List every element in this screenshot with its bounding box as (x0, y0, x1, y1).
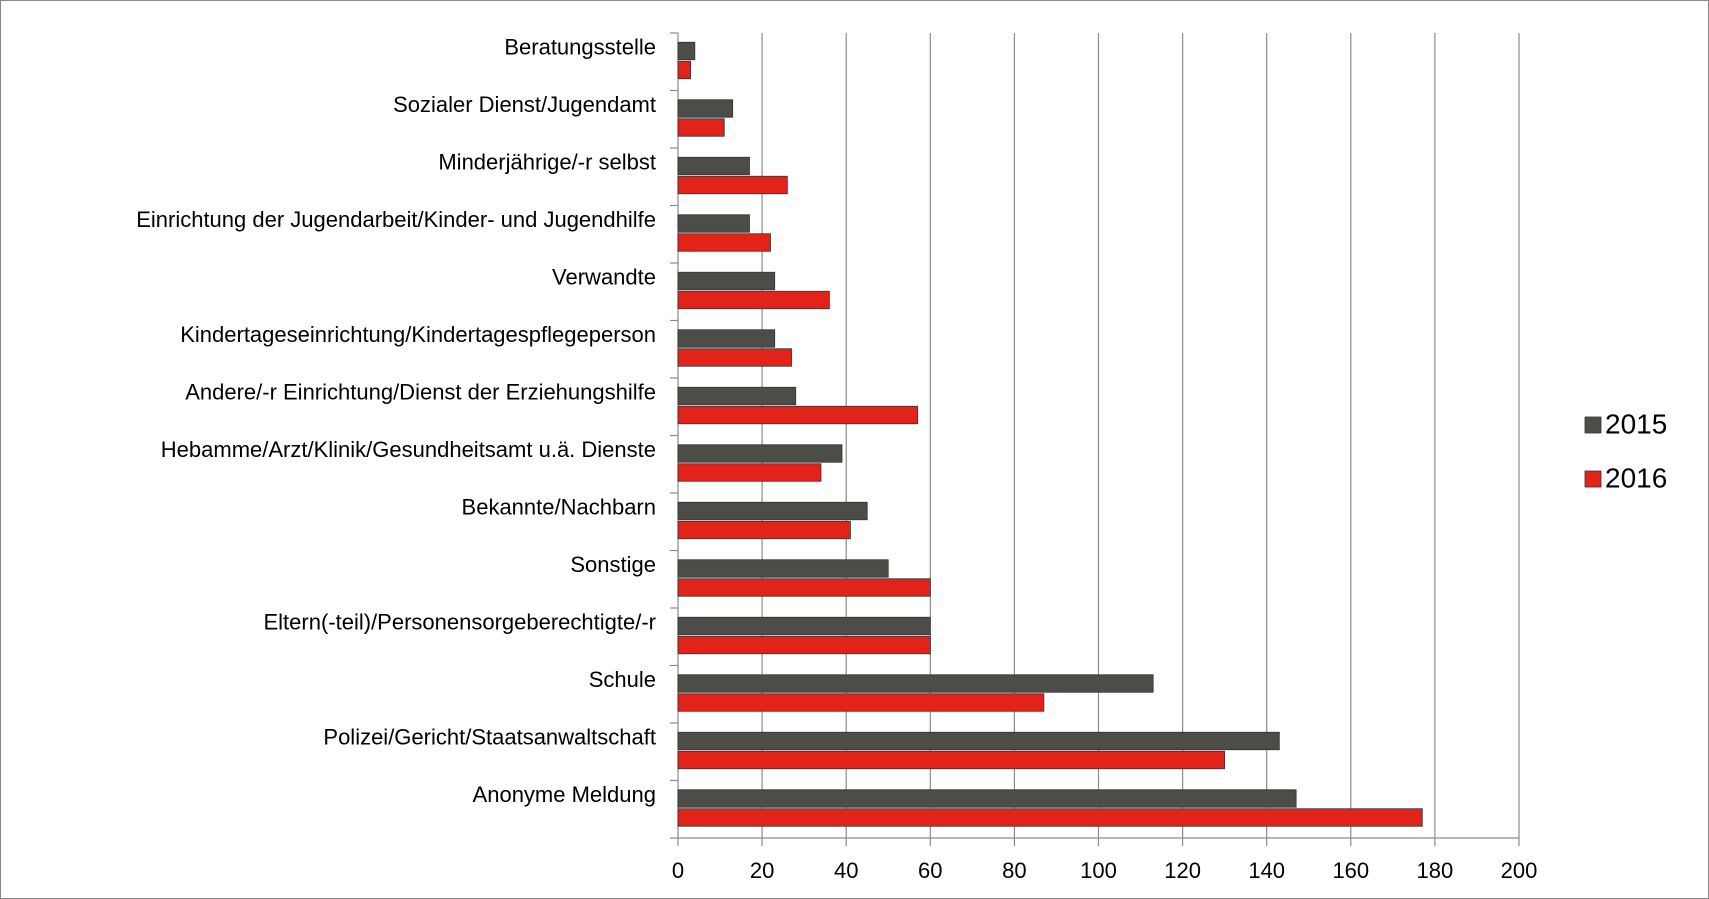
bar (677, 41, 696, 61)
y-tick-label: Einrichtung der Jugendarbeit/Kinder- und… (136, 207, 656, 232)
x-tick-label: 180 (1417, 858, 1454, 883)
y-tick-label: Minderjährige/-r selbst (438, 150, 656, 175)
bar (677, 348, 792, 367)
bar (677, 156, 750, 176)
bar (677, 233, 771, 252)
bar (677, 520, 851, 540)
bar (677, 271, 776, 291)
bar (677, 99, 734, 118)
x-tick-label: 200 (1501, 858, 1538, 883)
y-tick-label: Kindertageseinrichtung/Kindertagespflege… (180, 322, 656, 347)
y-tick-label: Eltern(-teil)/Personensorgeberechtigte/-… (263, 610, 656, 635)
legend-swatch (1584, 416, 1602, 434)
bar (677, 635, 931, 655)
bar (677, 214, 750, 233)
legend-swatch (1584, 470, 1602, 488)
x-tick-label: 0 (672, 858, 684, 883)
y-tick-label: Polizei/Gericht/Staatsanwaltschaft (323, 725, 656, 750)
y-tick-label: Verwandte (552, 265, 656, 290)
bar (677, 731, 1280, 751)
bar (677, 118, 725, 137)
y-tick-label: Sonstige (570, 552, 656, 577)
bar (677, 60, 692, 80)
x-tick-label: 60 (918, 858, 942, 883)
x-tick-label: 80 (1002, 858, 1026, 883)
bar (677, 501, 868, 521)
y-tick-label: Sozialer Dienst/Jugendamt (393, 92, 656, 117)
y-tick-label: Beratungsstelle (504, 35, 656, 60)
y-tick-label: Hebamme/Arzt/Klinik/Gesundheitsamt u.ä. … (161, 437, 656, 462)
x-tick-label: 100 (1080, 858, 1117, 883)
bar (677, 693, 1045, 712)
legend-label: 2015 (1605, 408, 1667, 439)
bar (677, 750, 1226, 770)
bar (677, 329, 776, 348)
y-tick-label: Schule (589, 667, 656, 692)
y-tick-label: Anonyme Meldung (473, 782, 656, 807)
bar (677, 674, 1154, 693)
legend-label: 2016 (1605, 462, 1667, 493)
bar (677, 578, 931, 597)
y-tick-label: Andere/-r Einrichtung/Dienst der Erziehu… (185, 380, 656, 405)
bar (677, 405, 919, 425)
bar (677, 175, 788, 195)
y-tick-label: Bekannte/Nachbarn (462, 495, 656, 520)
bar (677, 616, 931, 636)
bar (677, 559, 889, 578)
x-tick-label: 40 (834, 858, 858, 883)
bar (677, 444, 843, 463)
bar (677, 789, 1297, 808)
x-tick-label: 20 (750, 858, 774, 883)
bar (677, 463, 822, 482)
bar (677, 386, 797, 406)
x-tick-label: 120 (1164, 858, 1201, 883)
x-tick-label: 160 (1332, 858, 1369, 883)
bar (677, 808, 1423, 827)
x-tick-label: 140 (1248, 858, 1285, 883)
bar (677, 290, 830, 310)
